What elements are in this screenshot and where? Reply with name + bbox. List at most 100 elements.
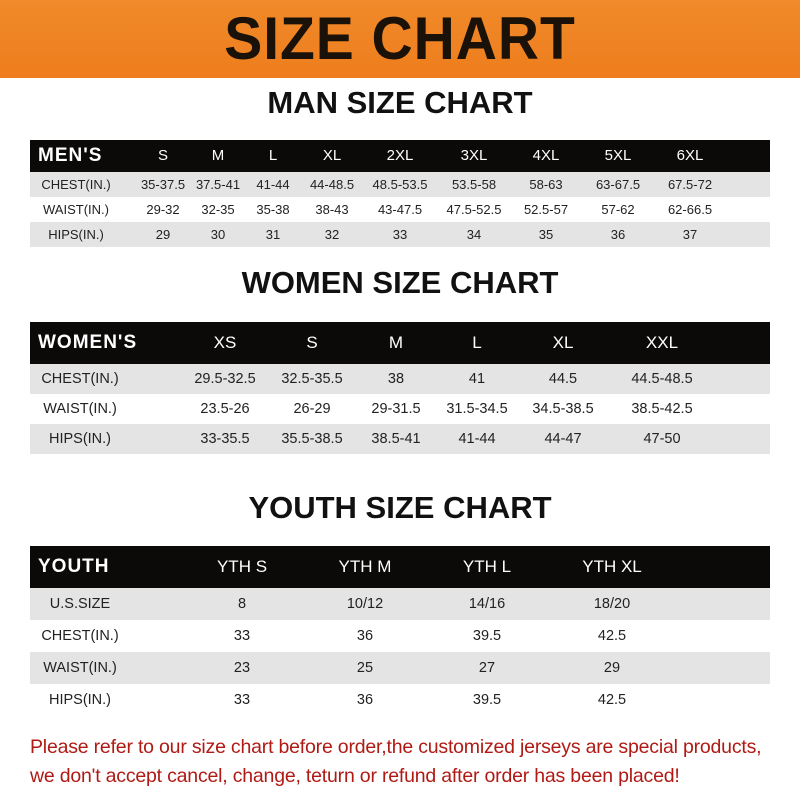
size-header: 3XL xyxy=(460,147,488,164)
measure-cell: 38 xyxy=(387,371,405,387)
table-row: CHEST(IN.) 33 36 39.5 42.5 xyxy=(30,620,770,652)
measure-cell: 29 xyxy=(155,227,171,242)
measure-cell: 41 xyxy=(468,371,486,387)
measure-cell: 36 xyxy=(356,692,374,708)
measure-cell: 8 xyxy=(237,596,247,612)
row-label: CHEST(IN.) xyxy=(41,371,119,387)
row-label: HIPS(IN.) xyxy=(48,692,112,708)
measure-cell: 39.5 xyxy=(472,628,502,644)
measure-cell: 44-48.5 xyxy=(309,177,355,192)
measure-cell: 14/16 xyxy=(468,596,506,612)
measure-cell: 33-35.5 xyxy=(200,431,250,447)
row-label: CHEST(IN.) xyxy=(41,628,119,644)
size-header: M xyxy=(388,333,404,352)
size-header: YTH S xyxy=(216,557,268,576)
table-row: HIPS(IN.) 33-35.5 35.5-38.5 38.5-41 41-44 44-… xyxy=(30,424,770,454)
row-label: WAIST(IN.) xyxy=(43,660,117,676)
measure-cell: 39.5 xyxy=(472,692,502,708)
size-header: XXL xyxy=(645,333,679,352)
measure-cell: 10/12 xyxy=(346,596,384,612)
measure-cell: 23.5-26 xyxy=(200,401,250,417)
measure-cell: 29-32 xyxy=(146,202,180,217)
row-label: HIPS(IN.) xyxy=(48,227,104,242)
measure-cell: 25 xyxy=(356,660,374,676)
notice-line-2: we don't accept cancel, change, teturn o… xyxy=(30,765,680,787)
size-header: L xyxy=(268,147,278,164)
table-row: CHEST(IN.) 35-37.5 37.5-41 41-44 44-48.5 48.5… xyxy=(30,172,770,197)
measure-cell: 33 xyxy=(233,692,251,708)
size-header: 4XL xyxy=(532,147,560,164)
measure-cell: 44.5 xyxy=(548,371,578,387)
measure-cell: 33 xyxy=(233,628,251,644)
measure-cell: 42.5 xyxy=(597,628,627,644)
size-header: S xyxy=(306,333,318,352)
header-row: MEN'S S M L XL 2XL 3XL 4XL 5XL 6XL xyxy=(30,140,770,172)
header-row: YOUTH YTH S YTH M YTH L YTH XL xyxy=(30,546,770,588)
measure-cell: 35 xyxy=(538,227,554,242)
measure-cell: 34.5-38.5 xyxy=(532,401,594,417)
measure-cell: 38.5-42.5 xyxy=(631,401,693,417)
women-section-title: WOMEN SIZE CHART xyxy=(241,265,559,300)
measure-cell: 63-67.5 xyxy=(595,177,641,192)
measure-cell: 53.5-58 xyxy=(451,177,497,192)
size-header: XS xyxy=(213,333,237,352)
table-row: U.S.SIZE 8 10/12 14/16 18/20 xyxy=(30,588,770,620)
table-row: CHEST(IN.) 29.5-32.5 32.5-35.5 38 41 44.5 44.5… xyxy=(30,364,770,394)
measure-cell: 34 xyxy=(466,227,482,242)
measure-cell: 36 xyxy=(356,628,374,644)
notice-line-1: Please refer to our size chart before or… xyxy=(30,736,762,758)
measure-cell: 29 xyxy=(603,660,621,676)
measure-cell: 67.5-72 xyxy=(667,177,713,192)
measure-cell: 18/20 xyxy=(593,596,631,612)
measure-cell: 27 xyxy=(478,660,496,676)
youth-size-table: YOUTH YTH S YTH M YTH L YTH XL U.S.SIZE 8 10/12… xyxy=(30,546,770,716)
table-row: HIPS(IN.) 33 36 39.5 42.5 xyxy=(30,684,770,716)
measure-cell: 52.5-57 xyxy=(523,202,569,217)
size-header: 2XL xyxy=(386,147,414,164)
measure-cell: 35-37.5 xyxy=(140,177,186,192)
measure-cell: 32 xyxy=(324,227,340,242)
table-title-cell: YOUTH xyxy=(38,556,110,577)
measure-cell: 30 xyxy=(210,227,226,242)
size-header: XL xyxy=(552,333,574,352)
table-title-cell: MEN'S xyxy=(38,145,103,166)
measure-cell: 36 xyxy=(610,227,626,242)
measure-cell: 37 xyxy=(682,227,698,242)
table-row: WAIST(IN.) 23 25 27 29 xyxy=(30,652,770,684)
measure-cell: 47-50 xyxy=(643,431,681,447)
row-label: U.S.SIZE xyxy=(49,596,111,612)
measure-cell: 31 xyxy=(265,227,281,242)
size-header: L xyxy=(472,333,482,352)
measure-cell: 32.5-35.5 xyxy=(281,371,343,387)
order-notice: Please refer to our size chart before or… xyxy=(30,733,790,791)
men-section-title: MAN SIZE CHART xyxy=(267,85,533,120)
men-size-table: MEN'S S M L XL 2XL 3XL 4XL 5XL 6XL CHEST(IN.) 35-37… xyxy=(30,140,770,247)
measure-cell: 44.5-48.5 xyxy=(631,371,693,387)
measure-cell: 58-63 xyxy=(529,177,563,192)
measure-cell: 41-44 xyxy=(458,431,496,447)
measure-cell: 35.5-38.5 xyxy=(281,431,343,447)
youth-section-title: YOUTH SIZE CHART xyxy=(248,490,552,525)
size-header: S xyxy=(157,147,169,164)
table-row: WAIST(IN.) 23.5-26 26-29 29-31.5 31.5-34.5 34… xyxy=(30,394,770,424)
measure-cell: 57-62 xyxy=(601,202,635,217)
measure-cell: 29-31.5 xyxy=(371,401,421,417)
size-header: 5XL xyxy=(604,147,632,164)
size-header: YTH M xyxy=(338,557,392,576)
measure-cell: 43-47.5 xyxy=(377,202,423,217)
row-label: WAIST(IN.) xyxy=(43,401,117,417)
measure-cell: 33 xyxy=(392,227,408,242)
measure-cell: 35-38 xyxy=(256,202,290,217)
measure-cell: 38.5-41 xyxy=(371,431,421,447)
row-label: WAIST(IN.) xyxy=(43,202,109,217)
header-row: WOMEN'S XS S M L XL XXL xyxy=(30,322,770,364)
size-header: M xyxy=(211,147,225,164)
measure-cell: 38-43 xyxy=(315,202,349,217)
size-header: YTH L xyxy=(462,557,512,576)
table-title-cell: WOMEN'S xyxy=(38,332,138,353)
table-row: HIPS(IN.) 29 30 31 32 33 34 35 36 37 xyxy=(30,222,770,247)
title-banner: SIZE CHART xyxy=(0,0,800,78)
measure-cell: 47.5-52.5 xyxy=(446,202,502,217)
row-label: HIPS(IN.) xyxy=(48,431,112,447)
measure-cell: 44-47 xyxy=(544,431,582,447)
